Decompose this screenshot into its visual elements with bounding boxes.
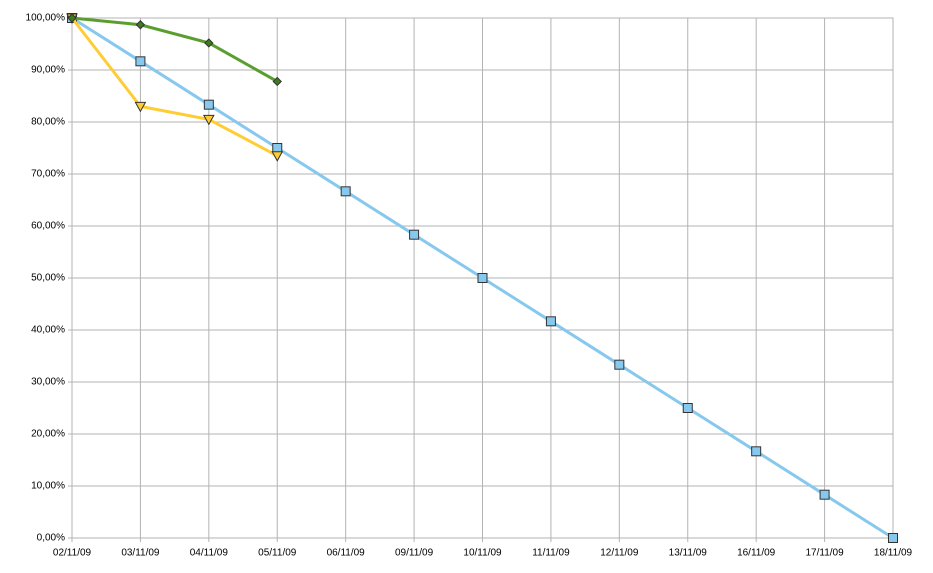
x-tick-label: 10/11/09 bbox=[463, 548, 502, 559]
x-tick-label: 04/11/09 bbox=[190, 548, 229, 559]
marker bbox=[271, 151, 284, 162]
marker bbox=[203, 99, 214, 110]
x-tick-label: 13/11/09 bbox=[669, 548, 708, 559]
marker bbox=[202, 114, 215, 126]
marker bbox=[204, 38, 214, 48]
marker bbox=[409, 229, 420, 240]
x-tick-label: 03/11/09 bbox=[121, 548, 160, 559]
marker bbox=[888, 533, 898, 543]
series-line bbox=[71, 16, 278, 83]
y-tick-label: 30,00% bbox=[31, 377, 65, 388]
x-tick-label: 02/11/09 bbox=[53, 548, 92, 559]
marker bbox=[682, 403, 693, 413]
y-tick-label: 100,00% bbox=[26, 13, 66, 24]
x-tick-label: 18/11/09 bbox=[874, 548, 913, 559]
marker bbox=[135, 56, 146, 67]
y-tick-label: 80,00% bbox=[31, 117, 65, 128]
marker bbox=[340, 186, 351, 197]
x-tick-label: 05/11/09 bbox=[258, 548, 297, 559]
y-tick-label: 20,00% bbox=[31, 429, 65, 440]
plot-frame bbox=[71, 17, 894, 539]
marker bbox=[614, 359, 625, 370]
x-tick-label: 16/11/09 bbox=[737, 548, 776, 559]
x-tick-label: 06/11/09 bbox=[327, 548, 366, 559]
x-tick-label: 17/11/09 bbox=[805, 548, 844, 559]
y-tick-label: 70,00% bbox=[31, 169, 65, 180]
y-tick-label: 50,00% bbox=[31, 273, 65, 284]
y-tick-label: 10,00% bbox=[31, 481, 65, 492]
y-tick-label: 60,00% bbox=[31, 221, 65, 232]
y-tick-label: 90,00% bbox=[31, 65, 65, 76]
marker bbox=[134, 101, 147, 113]
marker bbox=[272, 76, 282, 87]
x-tick-label: 11/11/09 bbox=[532, 548, 570, 559]
marker bbox=[135, 20, 146, 30]
marker bbox=[272, 143, 283, 153]
x-tick-label: 09/11/09 bbox=[395, 548, 434, 559]
marker bbox=[67, 13, 77, 23]
marker bbox=[819, 489, 830, 500]
x-tick-label: 12/11/09 bbox=[600, 548, 639, 559]
marker bbox=[751, 446, 762, 457]
y-tick-label: 0,00% bbox=[37, 533, 65, 544]
y-tick-label: 40,00% bbox=[31, 325, 65, 336]
series-line bbox=[70, 17, 278, 158]
marker bbox=[477, 273, 488, 283]
marker bbox=[545, 316, 556, 327]
